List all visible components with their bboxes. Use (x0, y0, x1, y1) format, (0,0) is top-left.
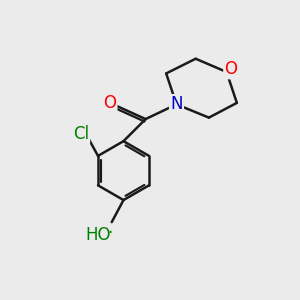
Text: O: O (103, 94, 116, 112)
Text: Cl: Cl (73, 125, 89, 143)
Text: O: O (224, 60, 238, 78)
Text: N: N (170, 95, 183, 113)
Text: HO: HO (86, 226, 111, 244)
Text: ·: · (107, 224, 112, 242)
